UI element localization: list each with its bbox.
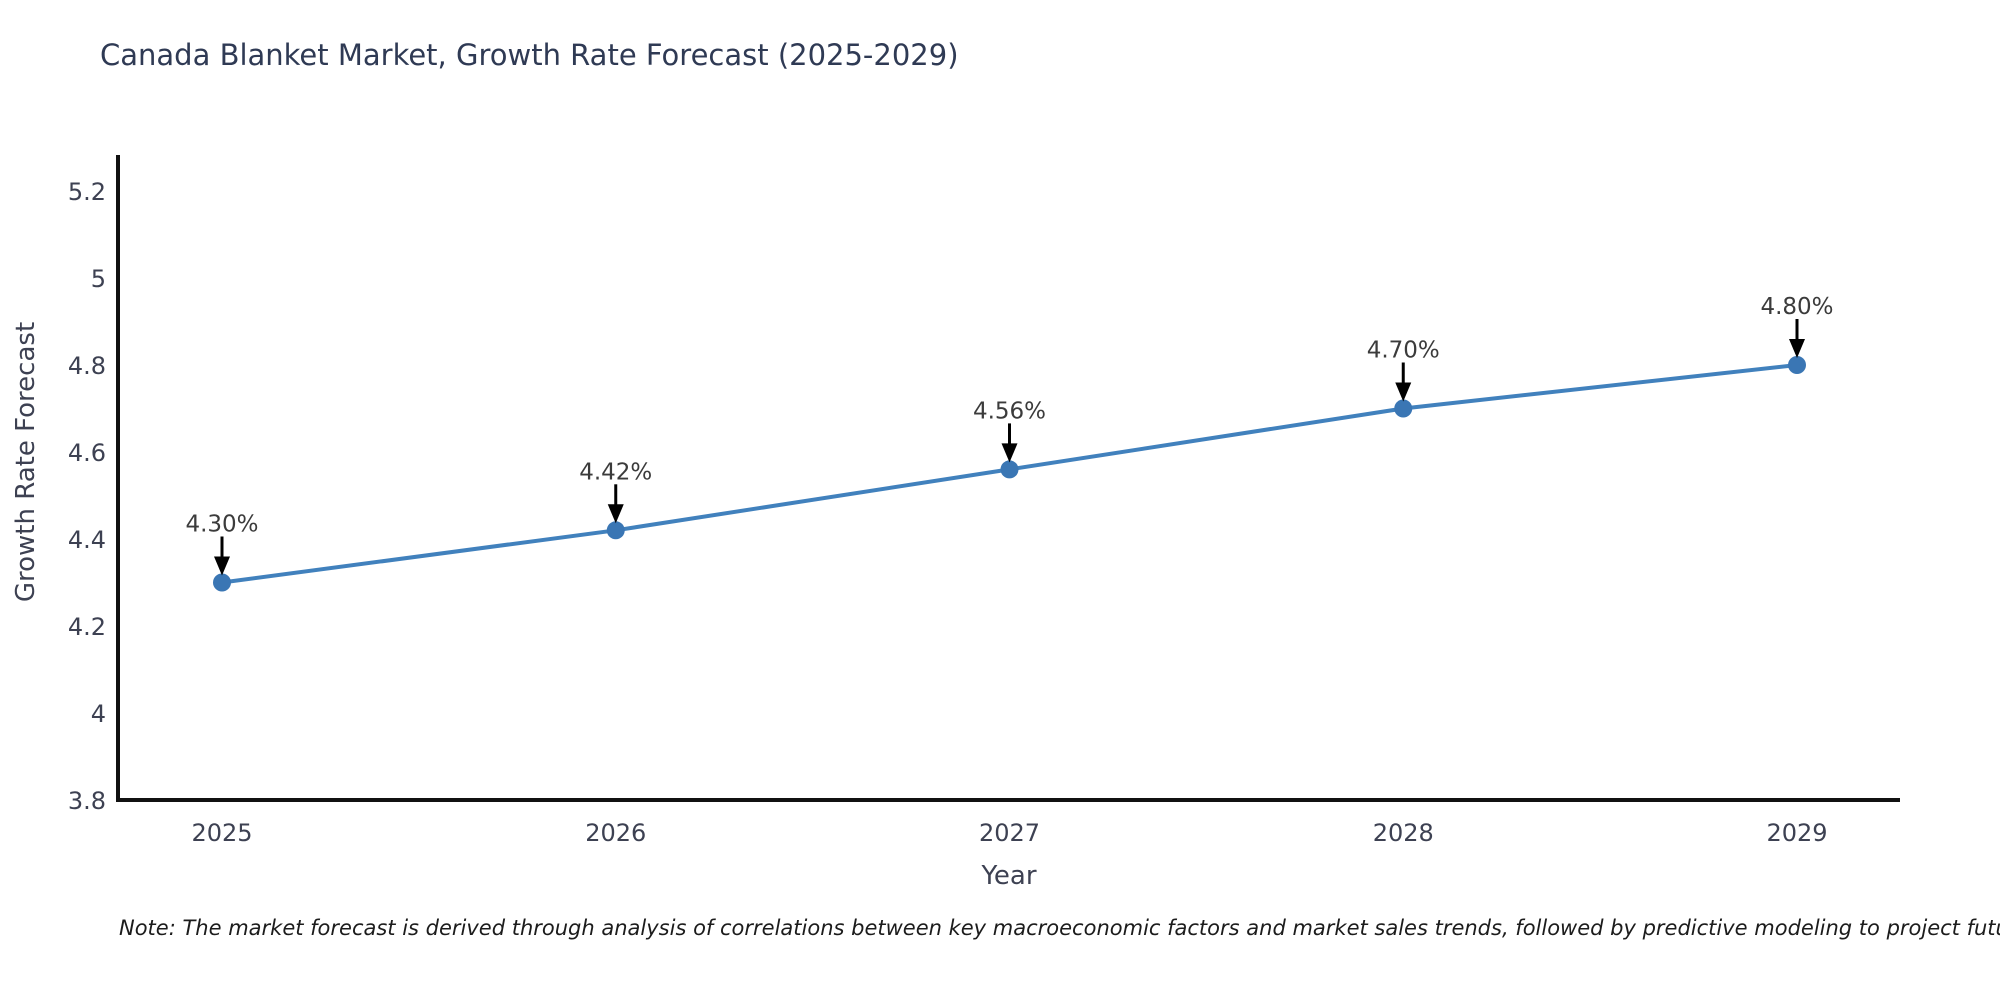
- y-axis-tick-label: 4: [91, 700, 106, 728]
- data-point-value-label: 4.80%: [1760, 294, 1833, 320]
- data-point-marker: [1788, 356, 1806, 374]
- x-axis-tick-label: 2025: [191, 819, 252, 847]
- x-axis-tick-label: 2027: [979, 819, 1040, 847]
- data-point-marker: [213, 573, 231, 592]
- x-axis-tick-label: 2026: [585, 819, 646, 847]
- x-axis-title: Year: [981, 861, 1037, 891]
- annotation-arrow-head: [1395, 382, 1412, 402]
- annotation-arrow-head: [607, 504, 624, 524]
- y-axis-tick-label: 5: [91, 265, 106, 293]
- data-point-marker: [1000, 460, 1019, 479]
- data-point-marker: [606, 521, 625, 540]
- y-axis-tick-label: 3.8: [68, 787, 106, 815]
- data-point-value-label: 4.70%: [1367, 338, 1440, 364]
- y-axis-tick-label: 4.6: [68, 439, 106, 467]
- y-axis-tick-label: 5.2: [68, 178, 106, 206]
- data-point-value-label: 4.56%: [973, 398, 1046, 424]
- y-axis-tick-label: 4.4: [68, 526, 106, 554]
- annotation-arrow-head: [214, 556, 230, 576]
- data-point-marker: [1394, 399, 1413, 418]
- chart-title: Canada Blanket Market, Growth Rate Forec…: [100, 38, 959, 72]
- x-axis-tick-label: 2029: [1766, 819, 1827, 847]
- annotation-arrow-head: [1001, 443, 1018, 463]
- y-axis-tick-label: 4.2: [68, 613, 106, 641]
- data-point-value-label: 4.42%: [579, 459, 652, 485]
- footnote: Note: The market forecast is derived thr…: [119, 916, 2000, 940]
- annotation-arrow-head: [1789, 339, 1805, 358]
- data-point-value-label: 4.30%: [185, 512, 258, 538]
- x-axis-tick-label: 2028: [1373, 819, 1434, 847]
- y-axis-tick-label: 4.8: [68, 352, 106, 380]
